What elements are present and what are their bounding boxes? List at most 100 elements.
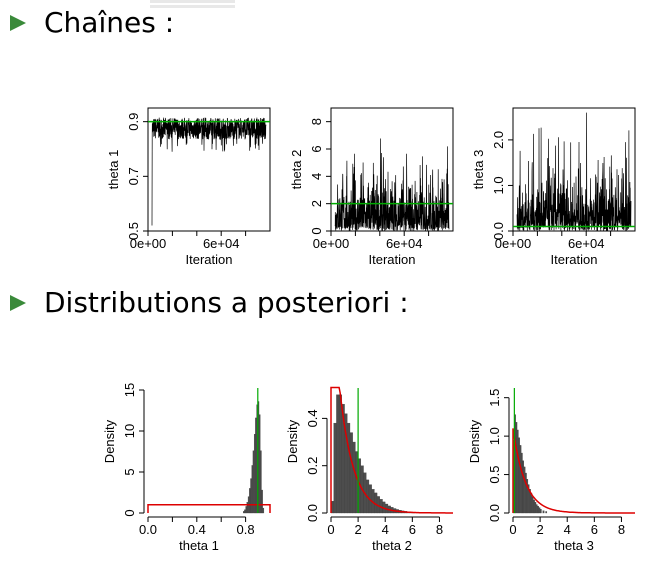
x-tick-label: 0e+00 <box>495 236 532 251</box>
x-tick-label: 0 <box>327 522 334 537</box>
y-tick-label: 0.4 <box>305 409 320 427</box>
y-axis-label: Density <box>285 419 300 463</box>
histogram-bar <box>520 452 523 514</box>
y-axis-label: theta 2 <box>289 150 304 190</box>
y-tick-label: 5 <box>122 468 137 475</box>
posterior-histogram-1: 0 5 10 15 0.0 0.4 0.8 theta 1 Density <box>102 383 271 553</box>
histogram-bar <box>539 509 542 514</box>
prior-density-curve <box>512 428 635 514</box>
histogram-bar <box>537 505 539 514</box>
x-axis-label: Iteration <box>186 252 233 267</box>
x-tick-label: 6 <box>409 522 416 537</box>
y-tick-label: 1.0 <box>491 176 506 194</box>
x-tick-label: 0e+00 <box>130 236 167 251</box>
triangle-bullet-icon <box>10 14 26 31</box>
histogram-bar <box>516 429 519 514</box>
x-axis-label: theta 1 <box>179 538 219 553</box>
histogram-bar <box>347 422 351 514</box>
histogram-bar <box>535 504 538 514</box>
y-tick-label: 2 <box>309 200 324 207</box>
x-tick-label: 0e+00 <box>313 236 350 251</box>
y-axis-label: Density <box>102 419 117 463</box>
x-tick-label: 0 <box>509 522 516 537</box>
x-tick-label: 4 <box>564 522 571 537</box>
histogram-bar <box>338 394 342 514</box>
histogram-bar <box>522 460 524 514</box>
y-tick-label: 2.0 <box>491 131 506 149</box>
y-tick-label: 15 <box>122 383 137 397</box>
x-tick-label: 0.8 <box>237 522 255 537</box>
posterior-histogram-3: 0.0 0.5 1.0 1.5 0 2 4 6 8 theta 3 Density <box>467 388 635 553</box>
y-tick-label: 10 <box>122 424 137 438</box>
histogram-bar <box>261 489 263 514</box>
y-axis-label: Density <box>467 419 482 463</box>
x-tick-label: 6e+04 <box>568 236 605 251</box>
y-tick-label: 0.0 <box>305 504 320 522</box>
y-tick-label: 1.5 <box>487 389 502 407</box>
y-tick-label: 0.9 <box>126 113 141 131</box>
x-tick-label: 2 <box>536 522 543 537</box>
histogram-bar <box>262 507 265 514</box>
plot-frame <box>512 107 636 232</box>
bullet-posteriors-text: Distributions a posteriori : <box>44 286 409 319</box>
posterior-histogram-2: 0.0 0.2 0.4 0 2 4 6 8 theta 2 Density <box>285 386 453 553</box>
y-tick-label: 4 <box>309 173 324 180</box>
plot-frame <box>330 107 454 232</box>
slide-header-decoration <box>150 0 235 14</box>
y-tick-label: 0.0 <box>487 504 502 522</box>
histogram-bar <box>525 472 527 514</box>
histogram-bar <box>249 488 251 514</box>
x-tick-label: 6 <box>591 522 598 537</box>
histogram-bar <box>260 450 262 514</box>
y-tick-label: 0.5 <box>487 466 502 484</box>
histogram-bar <box>538 507 541 514</box>
x-tick-label: 6e+04 <box>386 236 423 251</box>
histogram-bar <box>534 502 537 514</box>
histogram-bar <box>531 496 534 514</box>
histogram-bar <box>352 441 356 514</box>
histogram-bar <box>515 422 518 514</box>
bullet-chains-text: Chaînes : <box>44 6 175 39</box>
y-tick-label: 8 <box>309 118 324 125</box>
histogram-bar <box>252 450 255 514</box>
x-tick-label: 8 <box>618 522 625 537</box>
x-axis-label: theta 3 <box>554 538 594 553</box>
y-tick-label: 6 <box>309 145 324 152</box>
x-tick-label: 8 <box>436 522 443 537</box>
bullet-chains: Chaînes : <box>10 6 174 39</box>
histogram-bar <box>333 422 337 514</box>
histogram-bar <box>349 432 353 514</box>
histogram-bar <box>523 466 526 514</box>
y-tick-label: 0 <box>309 227 324 234</box>
triangle-bullet-icon <box>10 294 26 311</box>
y-tick-label: 1.0 <box>487 427 502 445</box>
histogram-bar <box>243 511 245 514</box>
histogram-bar <box>250 478 252 514</box>
y-tick-label: 0.2 <box>305 457 320 475</box>
y-tick-label: 0 <box>122 509 137 516</box>
histogram-bar <box>244 509 246 514</box>
histogram-bar <box>246 502 249 514</box>
histogram-bar <box>258 414 261 514</box>
x-tick-label: 0.0 <box>139 522 157 537</box>
x-axis-label: Iteration <box>551 252 598 267</box>
x-tick-label: 4 <box>382 522 389 537</box>
plot-frame <box>147 107 271 232</box>
trace-series <box>516 112 632 232</box>
x-tick-label: 2 <box>354 522 361 537</box>
x-axis-label: Iteration <box>369 252 416 267</box>
histogram-bar <box>253 434 256 514</box>
trace-series <box>334 138 450 232</box>
histogram-bar <box>519 445 522 514</box>
histogram-bar <box>530 492 533 514</box>
trace-series <box>151 117 267 226</box>
y-tick-label: 0.5 <box>126 222 141 240</box>
histogram-bar <box>245 506 247 514</box>
y-tick-label: 0.7 <box>126 167 141 185</box>
histogram-bar <box>518 437 520 514</box>
bullet-posteriors: Distributions a posteriori : <box>10 286 409 319</box>
